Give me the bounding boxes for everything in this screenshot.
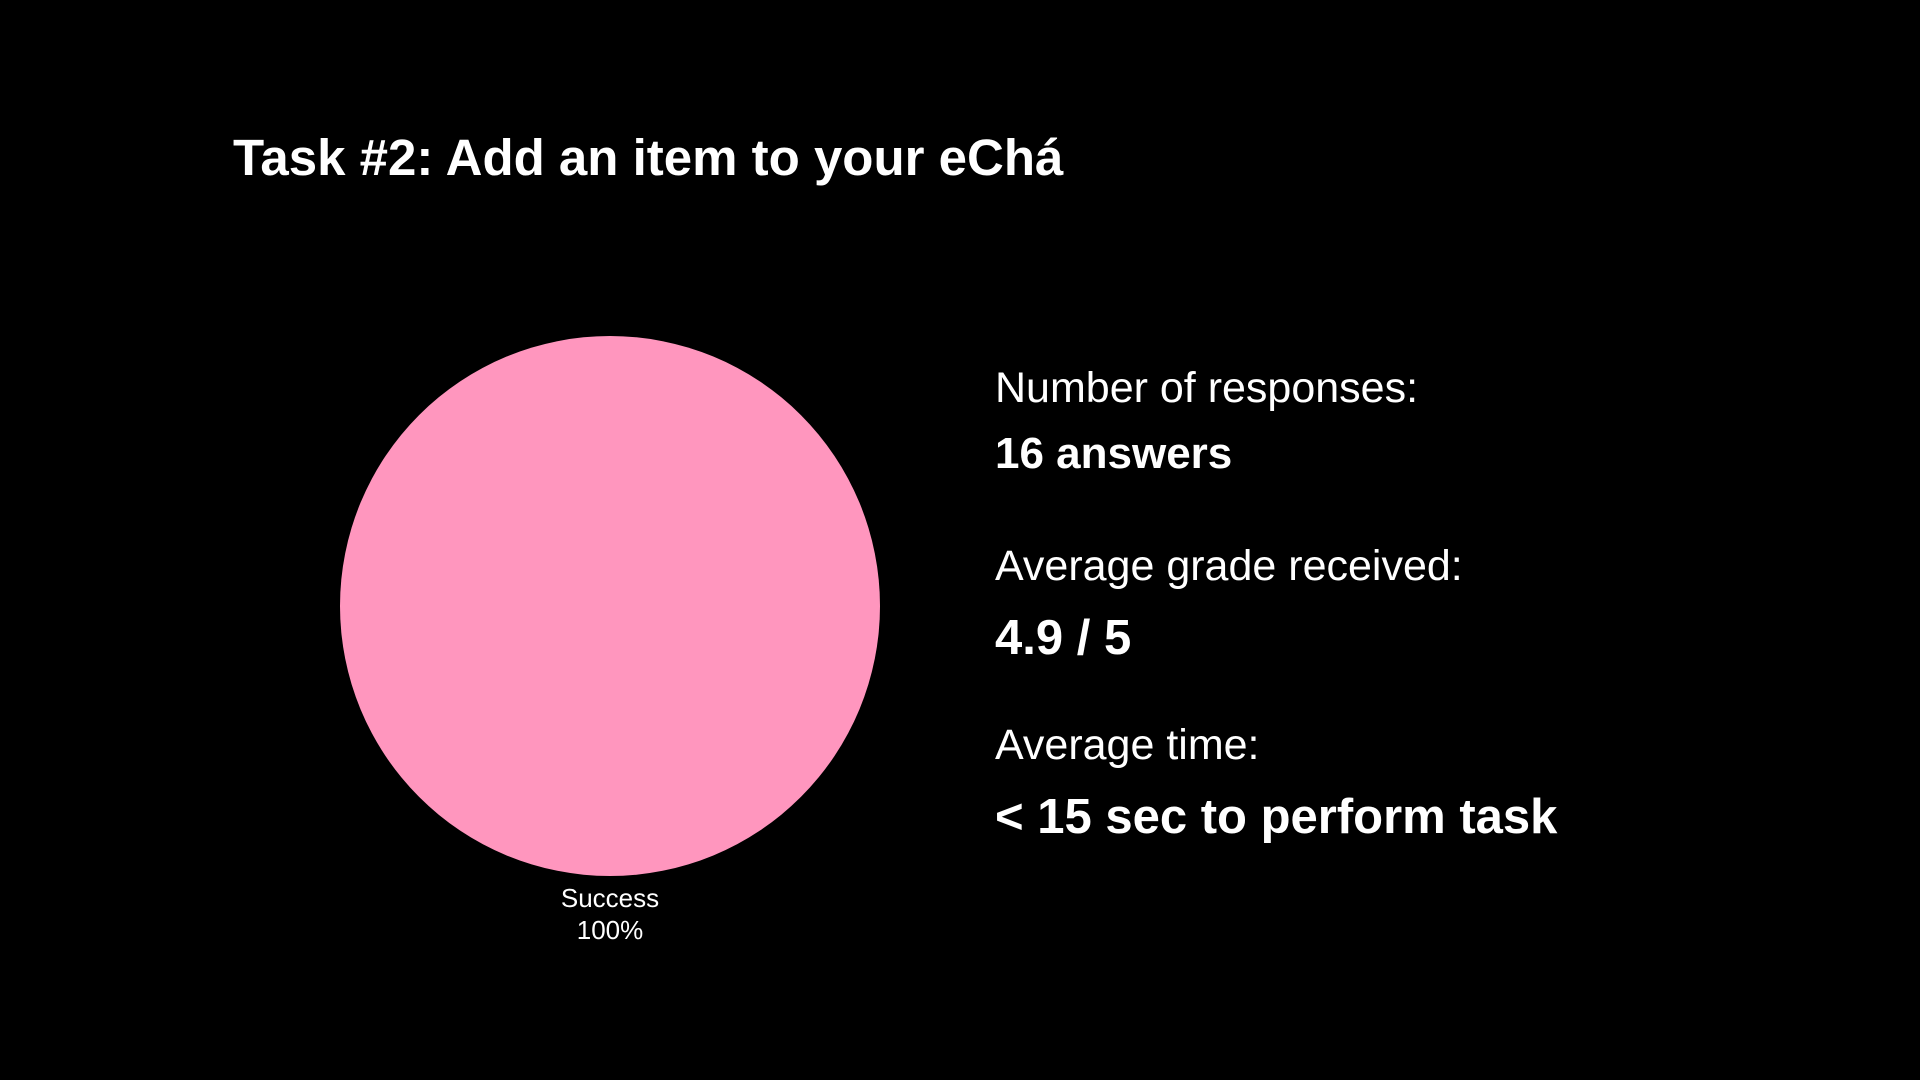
- pie-slice-success: [340, 336, 880, 876]
- responses-value: 16 answers: [995, 429, 1233, 478]
- pie-slice-label-name: Success: [560, 883, 660, 913]
- time-stat: Average time: < 15 sec to perform task: [995, 715, 1557, 847]
- pie-chart: Success 100%: [330, 326, 890, 966]
- time-label: Average time:: [995, 721, 1260, 769]
- grade-value: 4.9 / 5: [995, 611, 1132, 665]
- pie-chart-svg: [340, 336, 880, 876]
- time-value: < 15 sec to perform task: [995, 790, 1558, 844]
- responses-stat: Number of responses: 16 answers: [995, 358, 1418, 484]
- grade-stat: Average grade received: 4.9 / 5: [995, 536, 1463, 668]
- grade-label: Average grade received:: [995, 542, 1463, 590]
- responses-label: Number of responses:: [995, 364, 1419, 412]
- slide-title: Task #2: Add an item to your eChá: [233, 129, 1064, 186]
- pie-slice-label-value: 100%: [576, 915, 644, 945]
